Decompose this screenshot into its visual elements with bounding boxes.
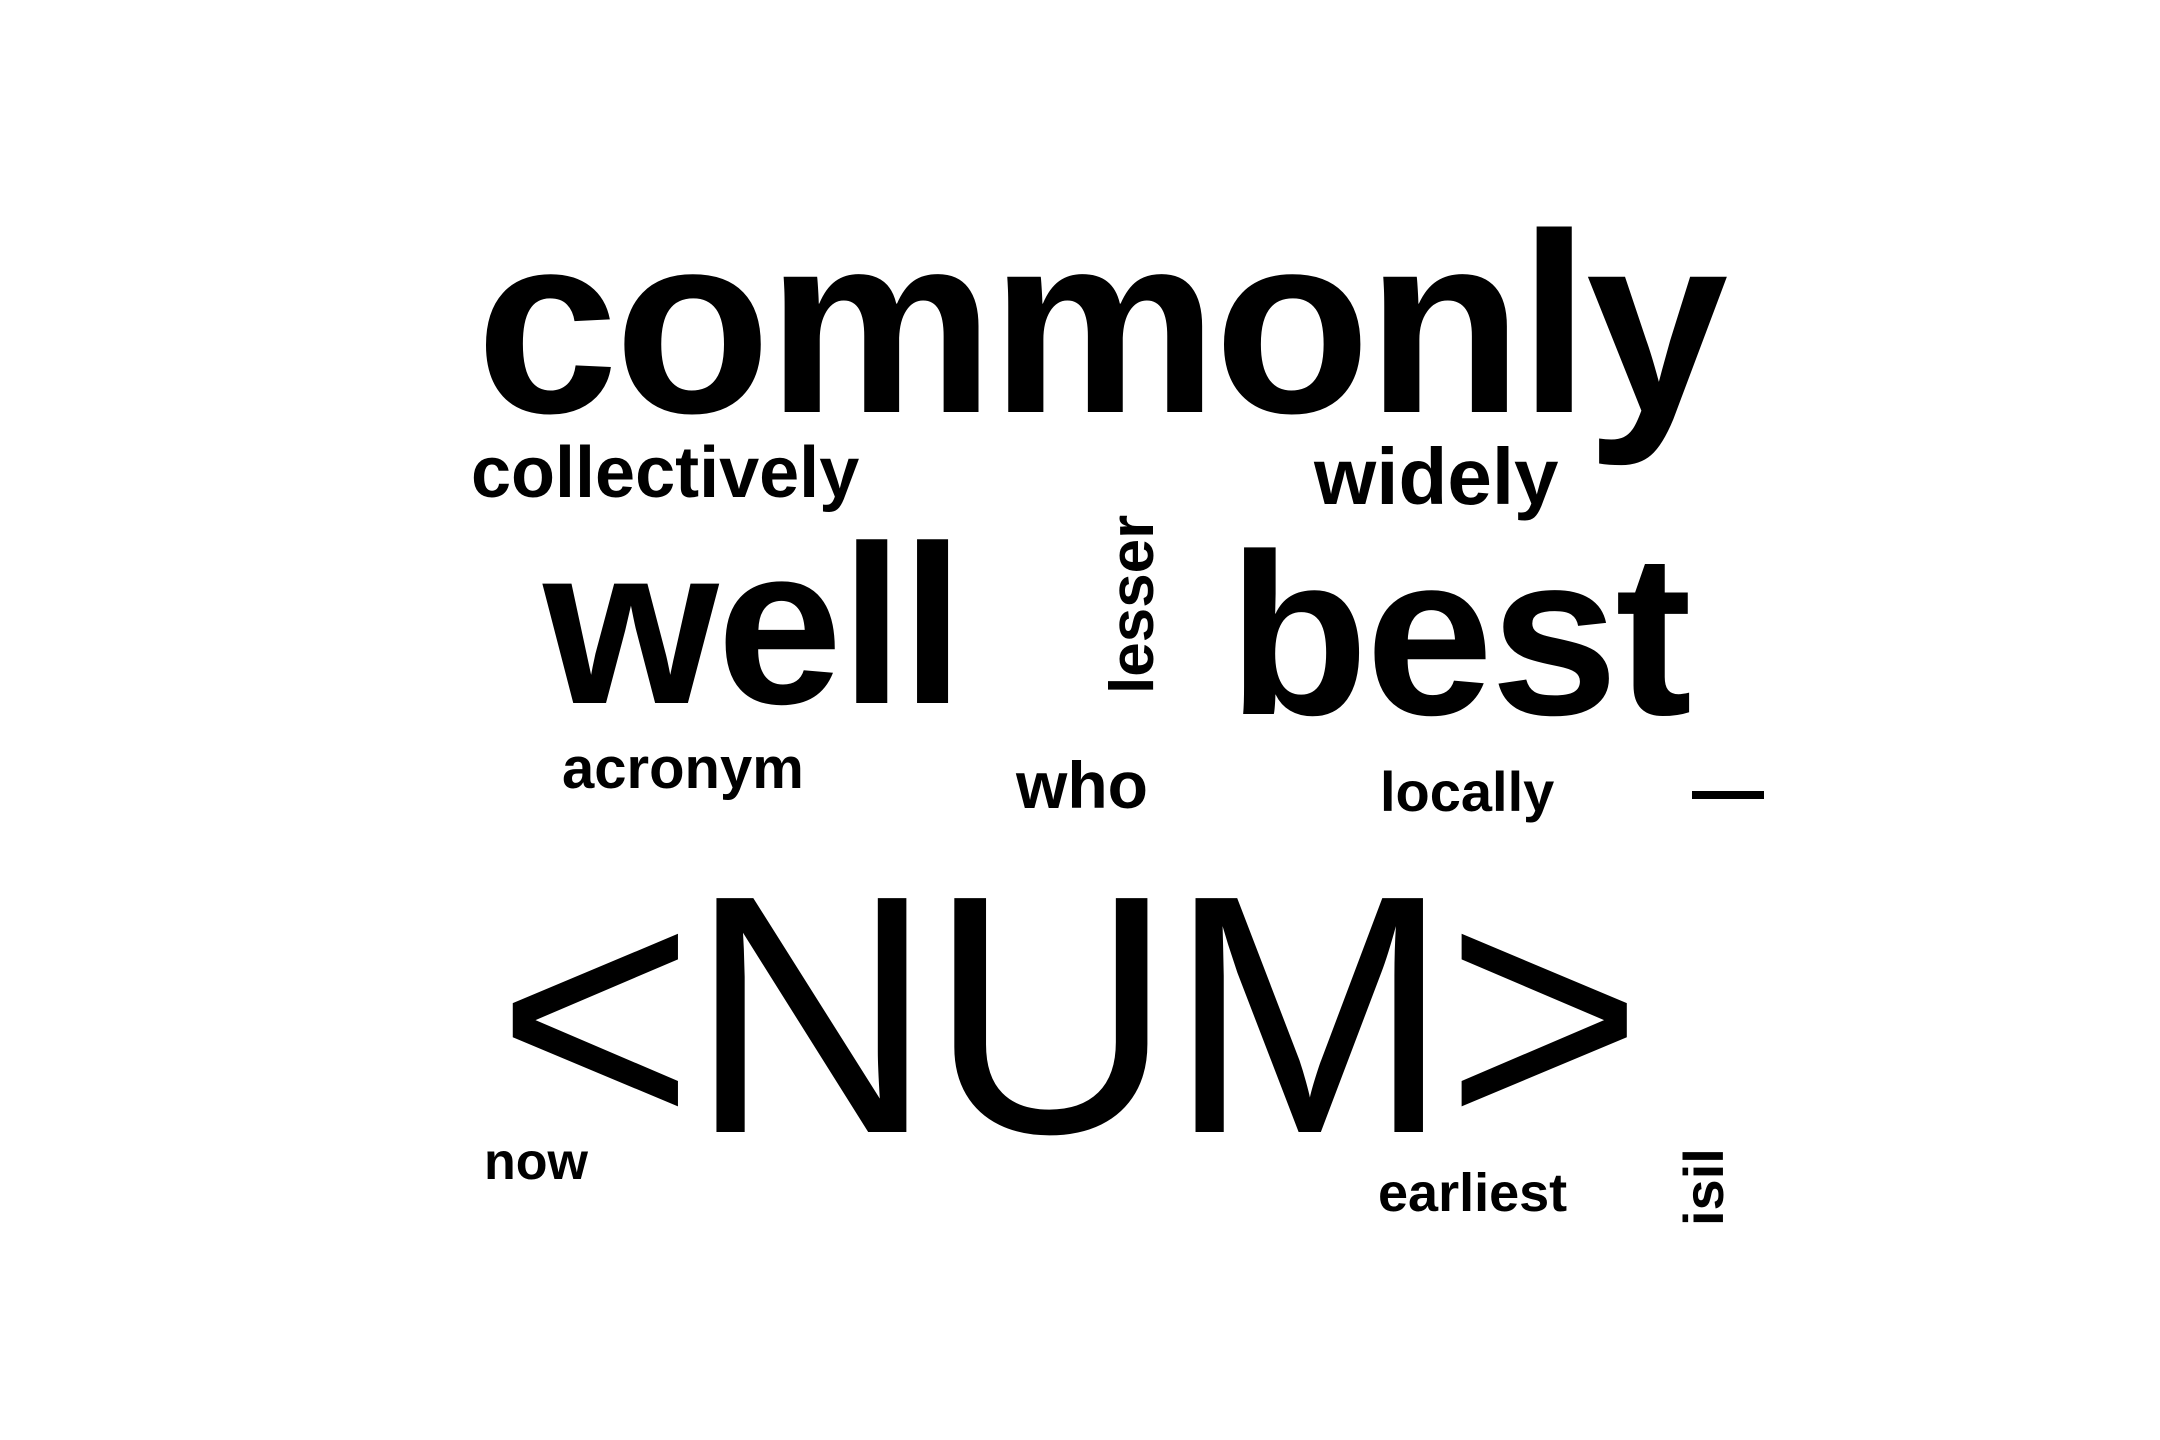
word-num: <NUM> bbox=[496, 825, 1643, 1205]
word-widely: widely bbox=[1314, 432, 1559, 521]
word-earliest: earliest bbox=[1378, 1163, 1568, 1223]
word-locally: locally bbox=[1380, 760, 1555, 823]
word-dash: — bbox=[1692, 791, 1764, 799]
word-who: who bbox=[1016, 748, 1148, 822]
word-isil: isil bbox=[1672, 1148, 1735, 1226]
word-lesser: lesser bbox=[1098, 514, 1167, 694]
word-commonly: commonly bbox=[476, 181, 1728, 467]
word-best: best bbox=[1228, 506, 1692, 763]
word-now: now bbox=[484, 1133, 588, 1191]
word-collectively: collectively bbox=[471, 433, 860, 513]
word-well: well bbox=[543, 498, 964, 751]
word-acronym: acronym bbox=[562, 736, 804, 801]
